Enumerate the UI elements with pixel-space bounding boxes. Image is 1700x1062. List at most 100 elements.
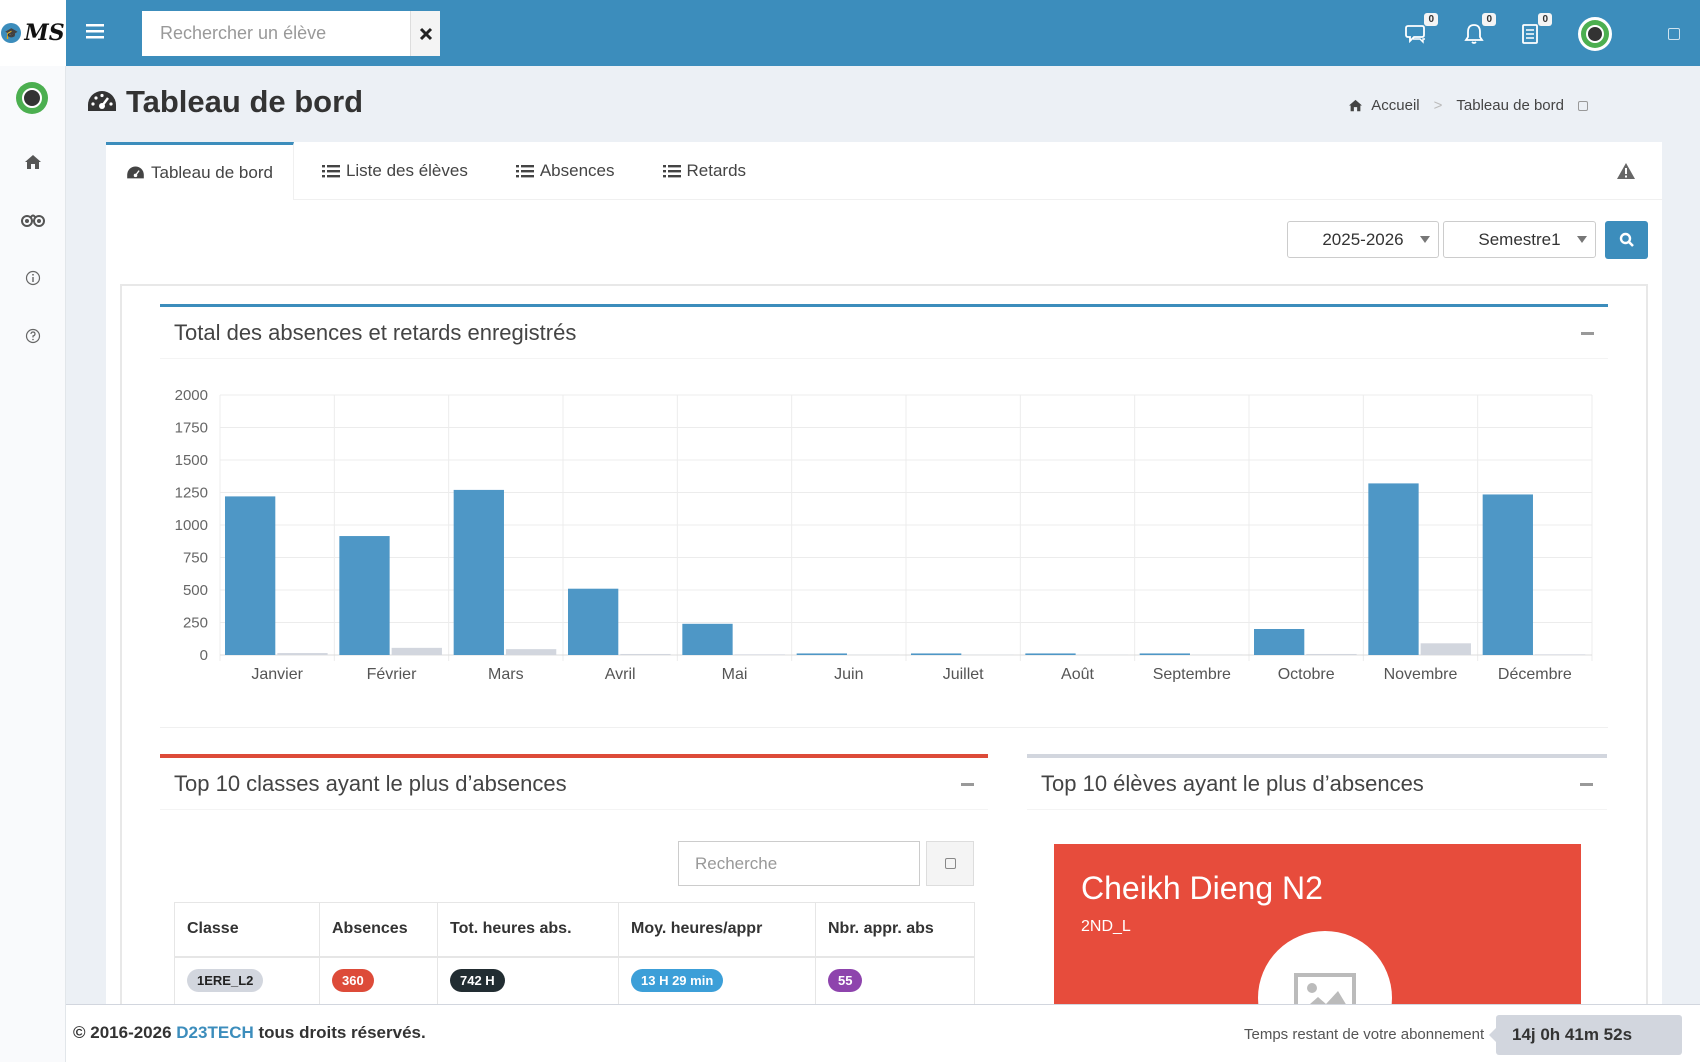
help-icon[interactable] bbox=[21, 324, 45, 348]
list-icon bbox=[515, 164, 534, 177]
info-icon[interactable] bbox=[21, 266, 45, 290]
classes-search-button[interactable] bbox=[926, 841, 974, 886]
document-icon bbox=[1522, 24, 1538, 44]
home-icon[interactable] bbox=[21, 150, 45, 174]
bar bbox=[1482, 494, 1533, 655]
tab-absences[interactable]: Absences bbox=[496, 142, 635, 200]
bell-icon bbox=[1464, 24, 1484, 44]
chart-box-header: Total des absences et retards enregistré… bbox=[160, 307, 1608, 359]
top-students-title: Top 10 élèves ayant le plus d’absences bbox=[1041, 770, 1424, 796]
collapse-icon[interactable] bbox=[1580, 783, 1593, 786]
y-tick-label: 1750 bbox=[175, 420, 208, 437]
student-search-input[interactable] bbox=[142, 11, 410, 56]
chevron-down-icon bbox=[1577, 236, 1587, 243]
bar bbox=[1025, 653, 1076, 655]
y-tick-label: 1500 bbox=[175, 452, 208, 469]
user-avatar[interactable] bbox=[1578, 17, 1612, 51]
classes-search-input[interactable] bbox=[678, 841, 920, 886]
x-tick-label: Octobre bbox=[1278, 666, 1335, 682]
search-icon bbox=[1619, 232, 1634, 247]
x-tick-label: Décembre bbox=[1498, 666, 1572, 682]
chart-title: Total des absences et retards enregistré… bbox=[174, 319, 577, 345]
tab-students-list[interactable]: Liste des élèves bbox=[302, 142, 488, 200]
bar bbox=[1139, 653, 1190, 655]
notifications-button[interactable]: 0 bbox=[1460, 13, 1496, 48]
absences-bar-chart: 0 250 500 750 1000 1250 1500 1750 2000 Janvier Fév… bbox=[175, 387, 1593, 682]
tasks-badge: 0 bbox=[1538, 13, 1552, 26]
page-header: Tableau de bord bbox=[86, 84, 363, 120]
x-tick-label: Novembre bbox=[1384, 666, 1458, 682]
x-tick-label: Juillet bbox=[943, 666, 984, 682]
count-badge: 55 bbox=[828, 969, 863, 993]
column-header[interactable]: Absences bbox=[319, 902, 438, 958]
absences-badge: 360 bbox=[332, 969, 374, 993]
bar bbox=[1306, 653, 1357, 655]
company-link[interactable]: D23TECH bbox=[176, 1023, 254, 1042]
dashboard-icon bbox=[127, 165, 144, 178]
breadcrumb-current: Tableau de bord bbox=[1456, 97, 1564, 114]
graduation-cap-icon: 🎓 bbox=[1, 23, 22, 43]
semester-select[interactable]: Semestre1 bbox=[1443, 221, 1596, 258]
list-icon bbox=[662, 164, 681, 177]
comments-icon bbox=[1405, 25, 1425, 44]
x-tick-label: Septembre bbox=[1153, 666, 1231, 682]
tab-retards[interactable]: Retards bbox=[643, 142, 767, 200]
bar bbox=[277, 653, 328, 655]
y-tick-label: 2000 bbox=[175, 387, 208, 404]
bar bbox=[1368, 483, 1419, 655]
y-tick-label: 500 bbox=[183, 582, 208, 599]
column-header[interactable]: Tot. heures abs. bbox=[437, 902, 619, 958]
breadcrumb: Accueil > Tableau de bord bbox=[1348, 97, 1588, 114]
class-badge: 1ERE_L2 bbox=[187, 969, 264, 993]
menu-toggle-icon[interactable] bbox=[82, 20, 108, 46]
app-logo[interactable]: 🎓 MS bbox=[0, 0, 66, 66]
chart-box: Total des absences et retards enregistré… bbox=[160, 304, 1608, 728]
home-icon bbox=[1349, 99, 1363, 112]
x-tick-label: Mai bbox=[722, 666, 748, 682]
bar bbox=[911, 653, 962, 655]
y-tick-label: 1000 bbox=[175, 517, 208, 534]
subscription-label: Temps restant de votre abonnement bbox=[1244, 1026, 1485, 1043]
average-badge: 13 H 29 min bbox=[631, 969, 724, 993]
column-header[interactable]: Nbr. appr. abs bbox=[815, 902, 975, 958]
bar bbox=[391, 647, 442, 655]
tab-label: Retards bbox=[686, 161, 747, 180]
bar bbox=[339, 536, 390, 655]
tab-bar: Tableau de bord Liste des élèves Absence… bbox=[106, 142, 1662, 200]
top-classes-header: Top 10 classes ayant le plus d’absences bbox=[160, 758, 988, 810]
copyright: © 2016-2026 D23TECH tous droits réservés… bbox=[73, 1023, 426, 1043]
tasks-button[interactable]: 0 bbox=[1516, 13, 1552, 48]
warning-icon[interactable] bbox=[1616, 162, 1636, 182]
search-clear-button[interactable] bbox=[410, 11, 440, 56]
breadcrumb-separator: > bbox=[1433, 97, 1443, 114]
control-sidebar-toggle-icon[interactable] bbox=[1668, 28, 1680, 40]
bar bbox=[682, 623, 733, 655]
list-icon bbox=[321, 164, 340, 177]
top-navbar: 🎓 MS 0 0 0 bbox=[0, 0, 1700, 66]
filter-search-button[interactable] bbox=[1605, 221, 1648, 259]
year-select-value: 2025-2026 bbox=[1322, 229, 1404, 249]
messages-badge: 0 bbox=[1424, 13, 1438, 26]
table-header-row: Classe Absences Tot. heures abs. Moy. he… bbox=[174, 902, 975, 958]
logo-text: MS bbox=[24, 20, 65, 46]
bar bbox=[1534, 654, 1586, 655]
square-icon bbox=[944, 858, 956, 869]
messages-button[interactable]: 0 bbox=[1402, 13, 1438, 48]
bar bbox=[620, 653, 671, 655]
bar bbox=[505, 649, 557, 655]
tab-dashboard[interactable]: Tableau de bord bbox=[106, 142, 294, 200]
collapse-icon[interactable] bbox=[961, 783, 974, 786]
year-select[interactable]: 2025-2026 bbox=[1287, 221, 1439, 258]
sidebar-avatar[interactable] bbox=[16, 82, 48, 114]
breadcrumb-home[interactable]: Accueil bbox=[1371, 97, 1420, 114]
top-classes-table: Classe Absences Tot. heures abs. Moy. he… bbox=[174, 902, 975, 1005]
copyright-suffix: tous droits réservés. bbox=[253, 1023, 426, 1042]
top-classes-title: Top 10 classes ayant le plus d’absences bbox=[174, 770, 567, 796]
bar bbox=[453, 489, 504, 655]
binoculars-icon[interactable] bbox=[21, 208, 45, 232]
collapse-icon[interactable] bbox=[1581, 332, 1594, 335]
x-tick-label: Janvier bbox=[251, 666, 303, 682]
column-header[interactable]: Moy. heures/appr bbox=[618, 902, 816, 958]
column-header[interactable]: Classe bbox=[174, 902, 320, 958]
table-row[interactable]: 1ERE_L2 360 742 H 13 H 29 min 55 bbox=[174, 956, 975, 1005]
